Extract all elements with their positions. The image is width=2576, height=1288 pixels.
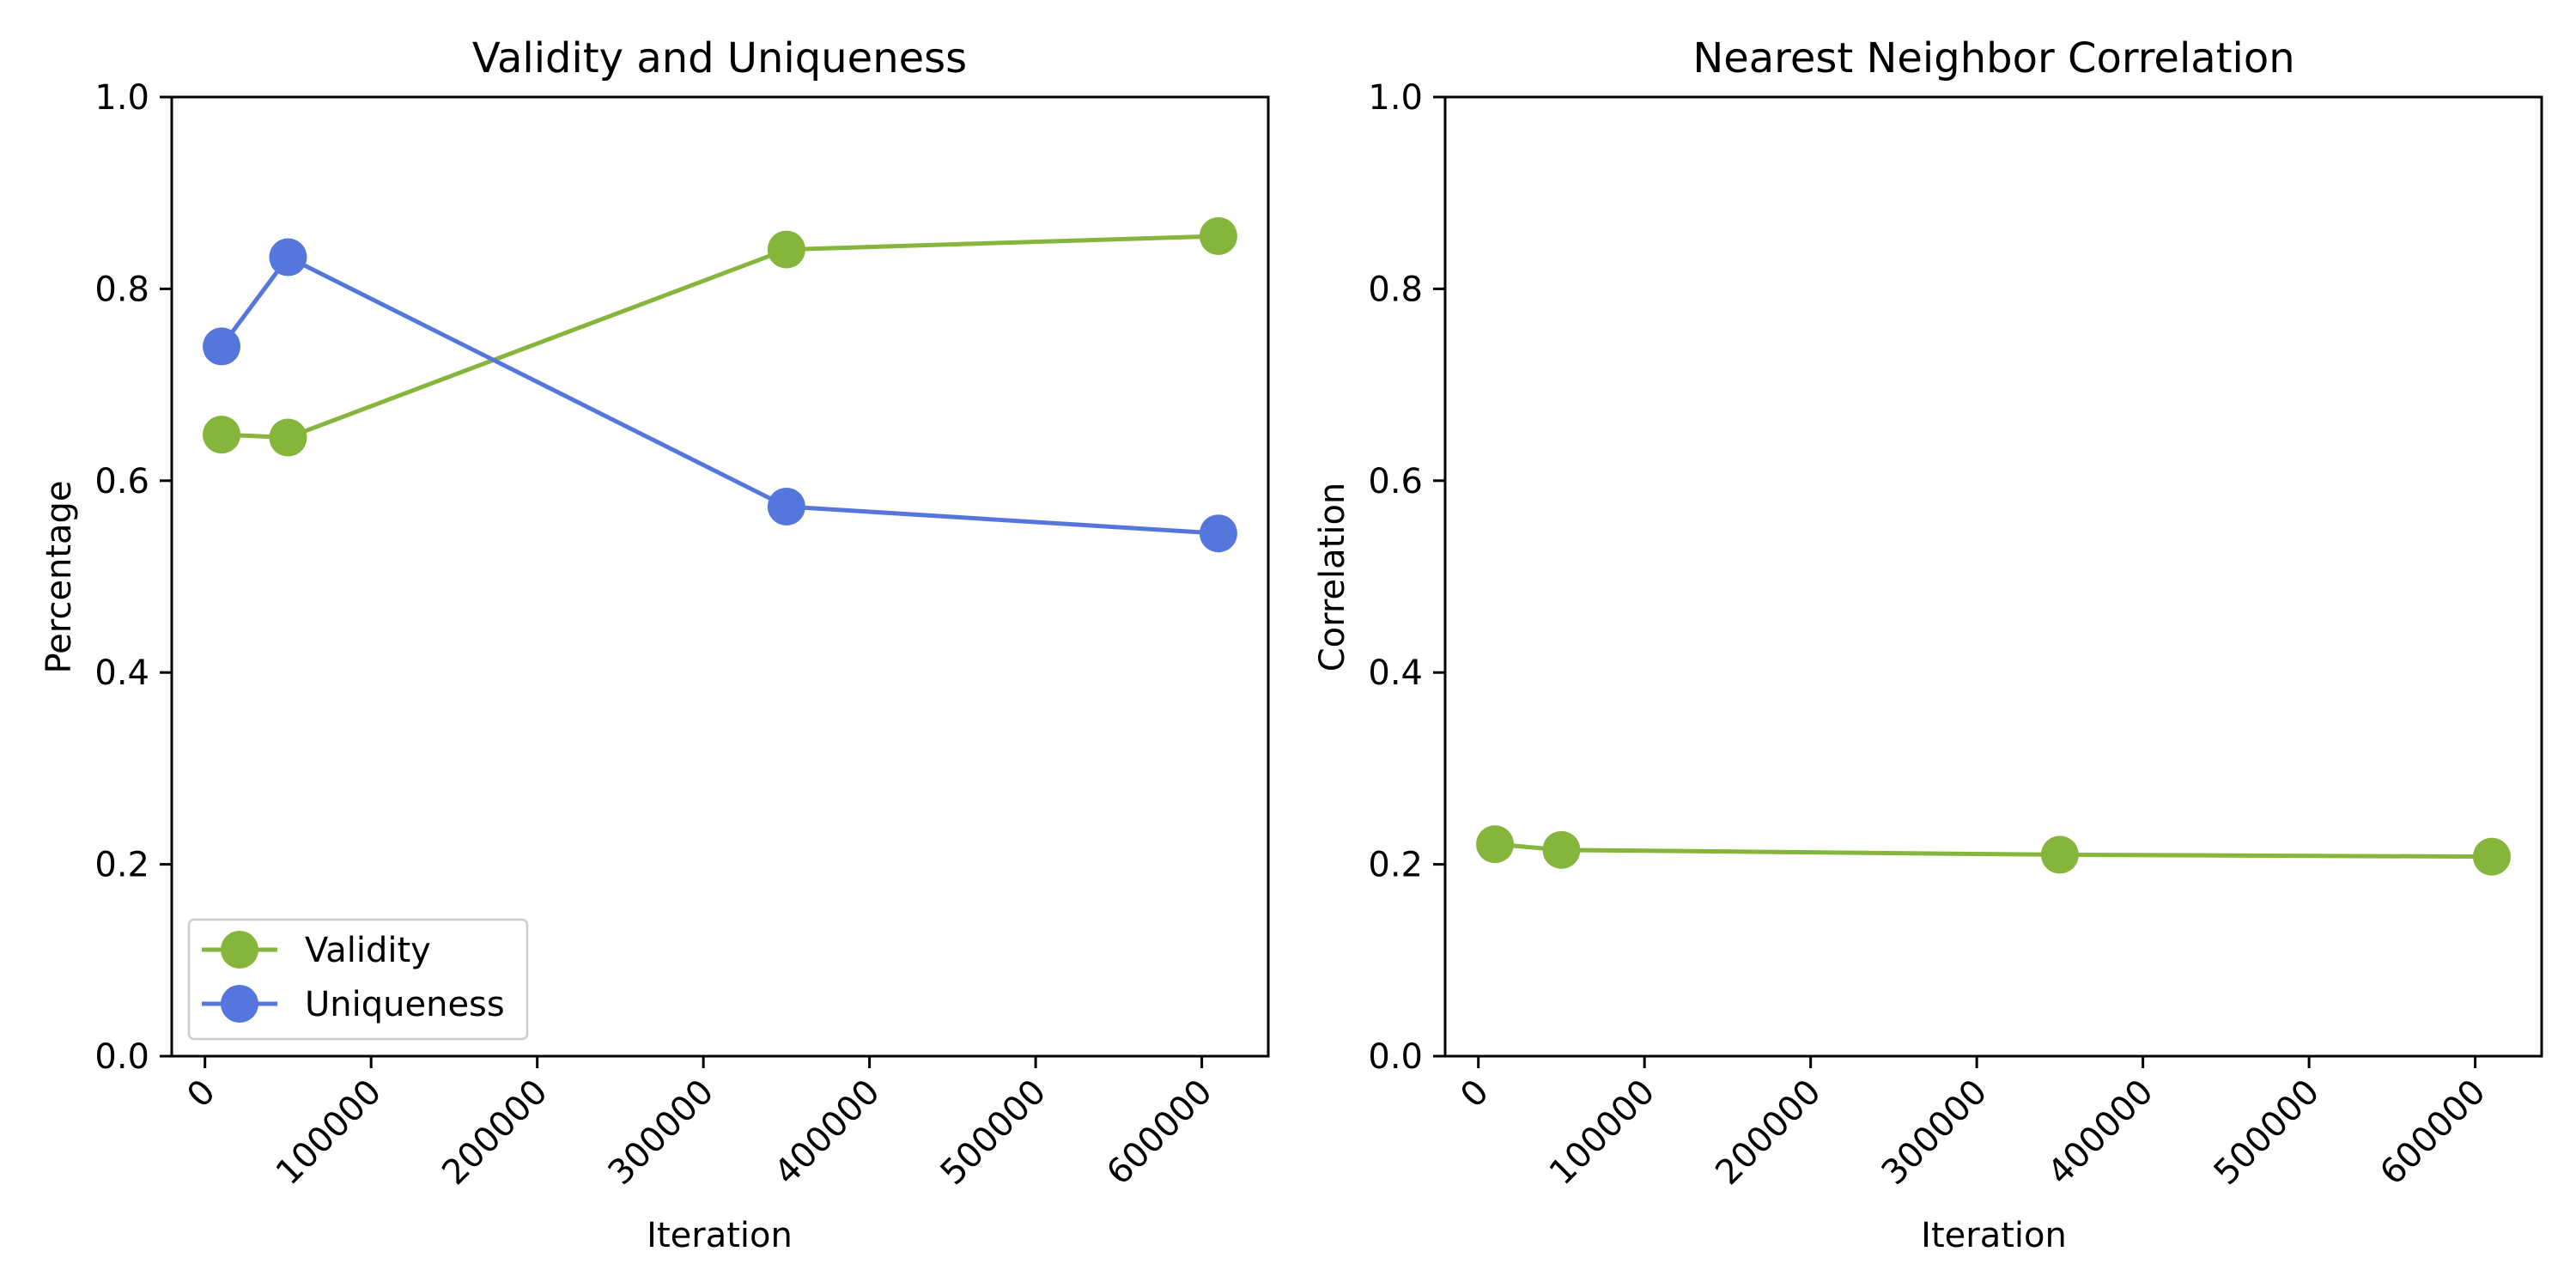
y-tick-label: 0.8 [1368,270,1423,309]
y-tick-label: 0.4 [94,653,149,693]
data-point-validity [203,416,241,454]
y-tick-label: 0.6 [1368,462,1423,501]
series-line-validity [219,234,1221,440]
data-point-series-1 [1542,830,1581,869]
data-point-uniqueness [767,487,805,526]
legend-marker-validity [221,931,258,969]
legend-label-validity: Validity [305,931,431,970]
y-axis-label: Correlation [1313,483,1352,672]
x-axis-label: Iteration [647,1216,793,1255]
legend-marker-uniqueness [221,985,258,1023]
data-point-series-1 [2040,835,2079,874]
chart-nearest-neighbor-correlation: Nearest Neighbor Correlation 0 100000 2000… [1313,34,2543,1255]
legend-item-validity: Validity [202,931,431,970]
data-point-validity [767,230,805,269]
series-lines [1492,841,2494,860]
chart-title: Validity and Uniqueness [472,34,967,82]
series-line-series-1 [1492,841,2494,860]
data-point-validity [1199,216,1237,255]
y-tick-label: 0.2 [1368,846,1423,885]
y-tick-label: 0.6 [94,462,149,501]
x-axis-label: Iteration [1921,1216,2067,1255]
data-point-validity [269,418,307,457]
legend: Validity Uniqueness [187,918,529,1041]
chart-title: Nearest Neighbor Correlation [1692,34,2294,82]
y-axis-label: Percentage [39,480,79,673]
series-line-uniqueness [219,255,1221,536]
y-tick-label: 1.0 [94,78,149,118]
data-point-uniqueness [1199,514,1237,553]
y-tick-label: 0.4 [1368,653,1423,693]
y-tick-label: 0.2 [94,846,149,885]
plot-frame [170,95,1270,1058]
legend-label-uniqueness: Uniqueness [305,985,505,1024]
series-markers [203,216,1237,553]
series-lines [219,234,1221,536]
plot-frame [1443,95,2543,1058]
y-tick-label: 0.0 [1368,1037,1423,1077]
y-tick-label: 1.0 [1368,78,1423,118]
data-point-uniqueness [269,238,307,276]
data-point-uniqueness [203,327,241,366]
series-markers [1476,825,2511,876]
data-point-series-1 [2472,837,2511,876]
y-tick-label: 0.0 [94,1037,149,1077]
data-point-series-1 [1476,825,1515,864]
y-tick-label: 0.8 [94,270,149,309]
legend-item-uniqueness: Uniqueness [202,985,505,1024]
